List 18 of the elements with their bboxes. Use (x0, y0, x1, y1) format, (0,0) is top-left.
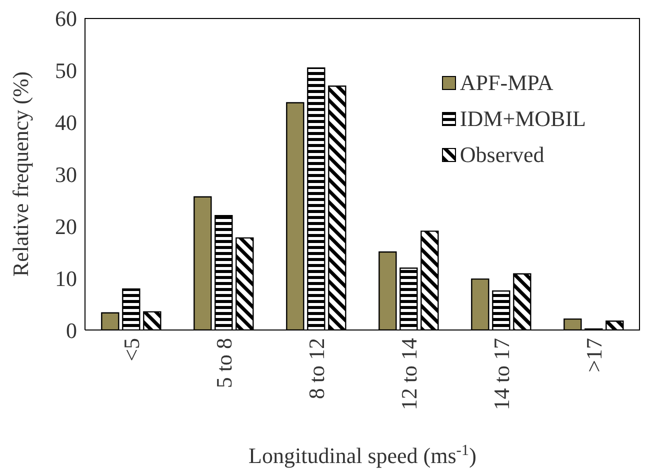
legend-label: APF-MPA (460, 70, 554, 96)
y-axis-title: Relative frequency (%) (8, 71, 33, 277)
y-tick-label: 50 (55, 58, 77, 83)
x-axis-title: Longitudinal speed (ms$^{-1}$) (248, 442, 476, 468)
legend-label: Observed (460, 142, 544, 168)
y-tick-label: 0 (66, 318, 77, 343)
y-tick-label: 10 (55, 266, 77, 291)
x-tick-label: 8 to 12 (304, 338, 329, 400)
y-tick-label: 60 (55, 6, 77, 31)
x-tick-label: 12 to 14 (396, 338, 422, 410)
x-tick-label: <5 (118, 338, 144, 362)
x-tick-label: 14 to 17 (488, 338, 514, 410)
x-tick-label: >17 (581, 338, 606, 372)
y-tick-label: 20 (55, 214, 77, 239)
x-tick-label: 5 to 8 (211, 338, 236, 388)
y-tick-label: 40 (55, 110, 77, 135)
legend-label: IDM+MOBIL (460, 106, 586, 132)
y-tick-label: 30 (55, 162, 77, 187)
